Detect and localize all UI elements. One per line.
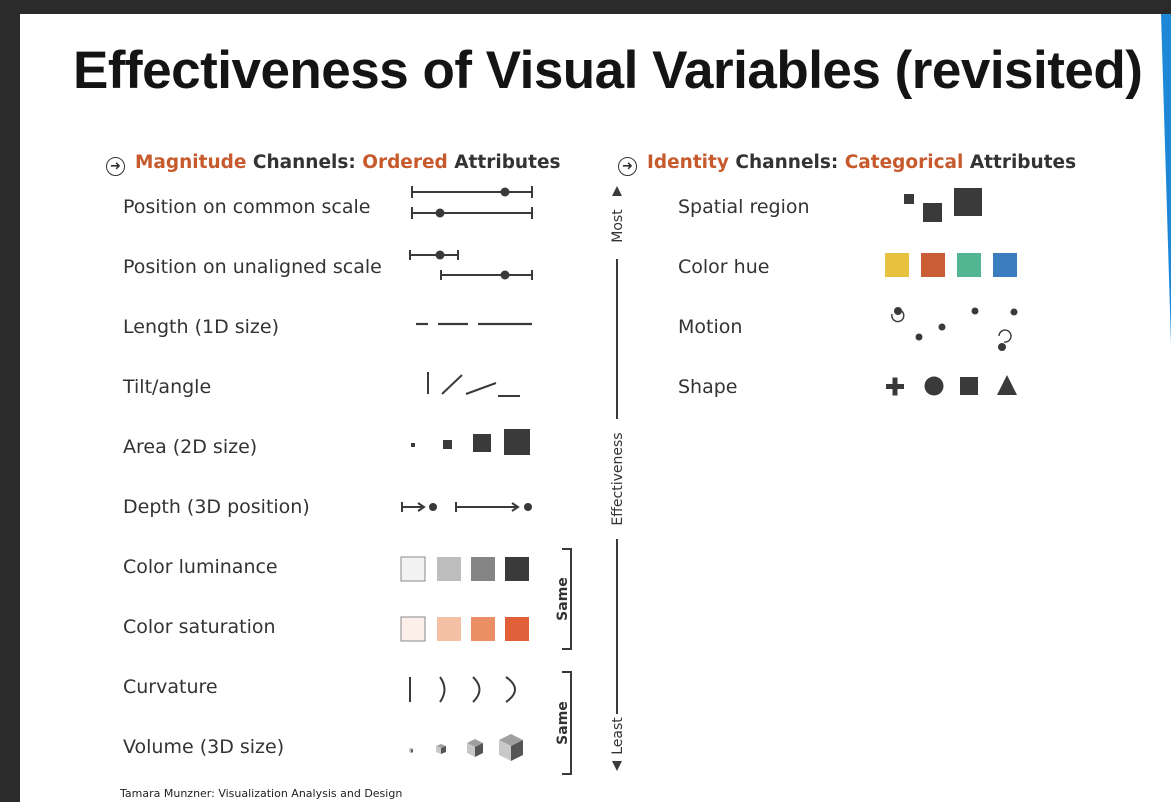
identity-row-label: Shape (678, 376, 738, 398)
identity-row-label: Color hue (678, 256, 770, 278)
scale-most-label: Most (610, 209, 626, 243)
motion-glyph (891, 307, 1018, 351)
magnitude-row-label: Depth (3D position) (123, 496, 310, 518)
identity-header: ➜ Identity Channels: Categorical Attribut… (618, 152, 1076, 176)
magnitude-channels-text: Channels: (246, 152, 363, 173)
magnitude-row-label: Position on common scale (123, 196, 371, 218)
slide: Effectiveness of Visual Variables (revis… (20, 14, 1171, 802)
slide-title: Effectiveness of Visual Variables (revis… (73, 41, 1143, 100)
same-bracket-color: Same (555, 548, 572, 650)
same-bracket-shape: Same (555, 671, 572, 775)
arrow-circle-icon: ➜ (618, 157, 637, 176)
identity-row-label: Spatial region (678, 196, 810, 218)
magnitude-row-label: Length (1D size) (123, 316, 279, 338)
magnitude-attrs-text: Attributes (447, 152, 561, 173)
magnitude-row-label: Tilt/angle (123, 376, 212, 398)
effectiveness-scale: Most Effectiveness Least (610, 186, 626, 771)
area-glyph (411, 429, 530, 455)
scale-effectiveness-label: Effectiveness (610, 432, 626, 525)
magnitude-row-label: Color luminance (123, 556, 278, 578)
magnitude-row-label: Curvature (123, 676, 218, 698)
footer-credit: Tamara Munzner: Visualization Analysis a… (120, 787, 403, 800)
scale-up-arrow-icon (612, 186, 622, 196)
magnitude-row-label: Color saturation (123, 616, 276, 638)
same-label: Same (555, 701, 571, 745)
scale-least-label: Least (610, 717, 626, 755)
magnitude-row-label: Position on unaligned scale (123, 256, 382, 278)
magnitude-row-label: Area (2D size) (123, 436, 258, 458)
identity-kind: Identity (647, 152, 729, 173)
tilt-angle-glyph (427, 372, 520, 397)
magnitude-row-label: Volume (3D size) (123, 736, 285, 758)
identity-row-label: Motion (678, 316, 743, 338)
color-luminance-glyph (400, 556, 529, 582)
volume-glyph (409, 734, 523, 761)
channel-glyphs: Most Effectiveness Least Same Same (400, 186, 1018, 775)
curvature-glyph (409, 676, 516, 703)
position-common-scale-glyph (411, 186, 533, 219)
slide-accent-shape (1161, 14, 1171, 344)
identity-channels-text: Channels: (728, 152, 845, 173)
magnitude-header: ➜ Magnitude Channels: Ordered Attributes (106, 152, 561, 176)
magnitude-kind: Magnitude (135, 152, 247, 173)
magnitude-type: Ordered (362, 152, 448, 173)
identity-type: Categorical (844, 152, 964, 173)
identity-attrs-text: Attributes (963, 152, 1077, 173)
position-unaligned-scale-glyph (409, 250, 533, 280)
arrow-circle-icon: ➜ (106, 157, 125, 176)
spatial-region-glyph (904, 188, 982, 222)
depth-glyph (401, 502, 532, 512)
same-label: Same (555, 577, 571, 621)
color-hue-glyph (885, 253, 1017, 277)
scale-down-arrow-icon (612, 761, 622, 771)
color-saturation-glyph (400, 616, 529, 642)
shape-glyph (886, 375, 1017, 396)
